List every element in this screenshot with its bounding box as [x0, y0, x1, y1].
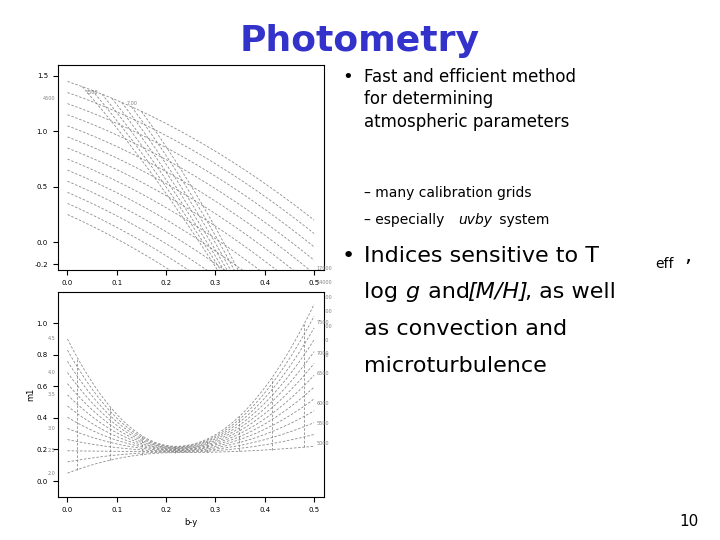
- Text: microturbulence: microturbulence: [364, 356, 546, 376]
- Text: , as well: , as well: [525, 282, 616, 302]
- Text: •: •: [342, 68, 353, 85]
- Text: 2.0: 2.0: [48, 471, 55, 476]
- Text: 17000: 17000: [317, 266, 332, 271]
- Text: •: •: [342, 246, 355, 266]
- Text: Indices sensitive to T: Indices sensitive to T: [364, 246, 598, 266]
- Text: eff: eff: [655, 256, 674, 271]
- Text: 6000: 6000: [317, 401, 329, 406]
- Text: 10: 10: [679, 514, 698, 529]
- Text: uvby: uvby: [459, 213, 492, 227]
- Text: 10000: 10000: [317, 324, 332, 329]
- Text: system: system: [495, 213, 550, 227]
- Text: 11000: 11000: [317, 309, 332, 314]
- Text: 7.00: 7.00: [126, 101, 137, 106]
- Text: 4.0: 4.0: [48, 370, 55, 375]
- Y-axis label: m1: m1: [26, 388, 35, 401]
- X-axis label: b-y: b-y: [184, 518, 197, 527]
- Text: 5000: 5000: [317, 441, 329, 446]
- Text: ,: ,: [684, 246, 691, 266]
- Text: 9000: 9000: [317, 338, 329, 343]
- Text: 4500: 4500: [42, 96, 55, 100]
- Text: Photometry: Photometry: [240, 24, 480, 58]
- Text: 7000: 7000: [317, 350, 329, 355]
- Text: 7500: 7500: [86, 90, 99, 95]
- Text: log: log: [364, 282, 405, 302]
- Text: 2.5: 2.5: [48, 448, 55, 453]
- Text: 14000: 14000: [317, 280, 332, 286]
- Text: g: g: [405, 282, 420, 302]
- Text: 3.0: 3.0: [48, 426, 55, 431]
- Text: [M/H]: [M/H]: [467, 282, 528, 302]
- Text: Fast and efficient method
for determining
atmospheric parameters: Fast and efficient method for determinin…: [364, 68, 575, 131]
- Text: 12000: 12000: [317, 295, 332, 300]
- Text: 6500: 6500: [317, 370, 329, 376]
- X-axis label: v-y: v-y: [184, 291, 197, 300]
- Text: and: and: [421, 282, 477, 302]
- Text: 4.5: 4.5: [48, 336, 55, 341]
- Text: 3.5: 3.5: [48, 393, 55, 397]
- Text: 7500: 7500: [317, 320, 329, 326]
- Text: 8500: 8500: [317, 353, 329, 357]
- Text: 5500: 5500: [317, 421, 329, 426]
- Text: – especially: – especially: [364, 213, 449, 227]
- Text: – many calibration grids: – many calibration grids: [364, 186, 531, 200]
- Text: as convection and: as convection and: [364, 319, 567, 339]
